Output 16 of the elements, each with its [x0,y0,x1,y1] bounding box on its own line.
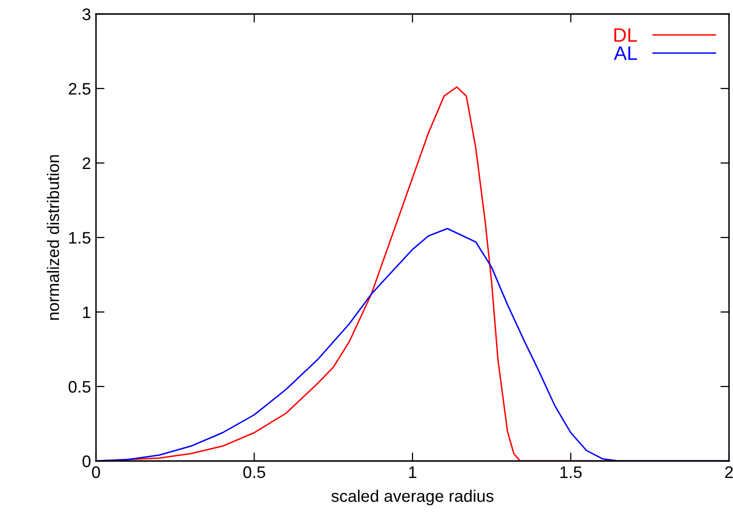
x-tick-label: 0 [92,466,100,478]
x-tick-label: 1.5 [560,466,582,478]
y-tick-label: 0.5 [68,380,90,393]
x-axis-title: scaled average radius [331,490,494,506]
y-axis-title: normalized distribution [46,155,60,320]
legend-label: AL [614,46,637,60]
x-tick-label: 2 [725,466,733,478]
y-tick-label: 2 [82,157,90,170]
y-tick-label: 0 [82,455,90,468]
x-tick-label: 1 [409,466,416,478]
y-tick-label: 1.5 [69,232,90,244]
legend-label: DL [614,28,637,42]
y-tick-label: 3 [82,8,90,20]
y-tick-label: 1 [83,306,90,318]
x-tick-label: 0.5 [243,466,266,478]
y-tick-label: 2.5 [68,82,90,95]
